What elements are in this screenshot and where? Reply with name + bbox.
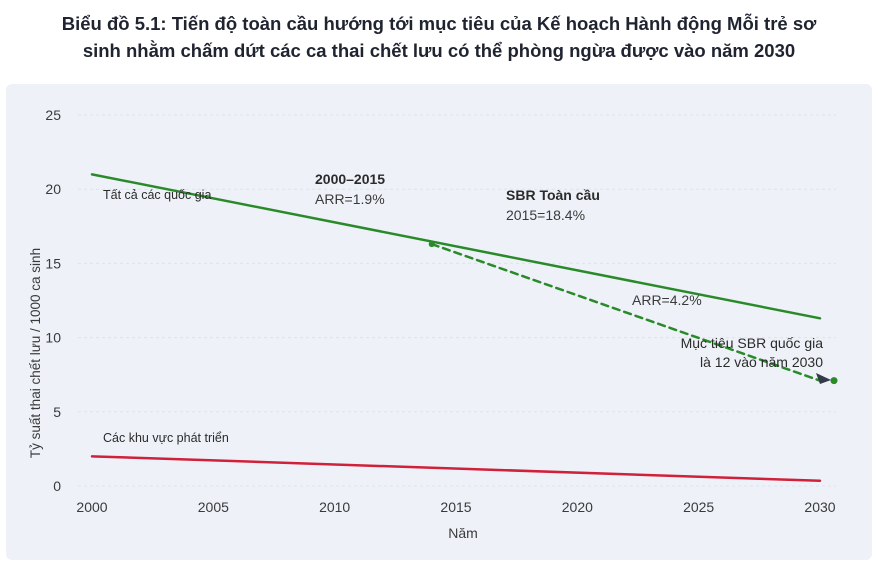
plot-background <box>6 84 872 560</box>
x-tick-label-2015: 2015 <box>440 499 471 515</box>
y-tick-label-15: 15 <box>45 255 61 271</box>
y-tick-label-5: 5 <box>53 404 61 420</box>
series-line-2 <box>430 242 822 382</box>
x-axis-ticks: 2000 2005 2010 2015 2020 2025 2030 <box>76 499 835 515</box>
annotation-target-line-1: Mục tiêu SBR quốc gia <box>681 335 824 351</box>
y-tick-label-0: 0 <box>53 478 61 494</box>
series-lines <box>90 173 838 483</box>
annotation-target-line-2: là 12 vào năm 2030 <box>700 354 823 370</box>
target-point-2030 <box>830 377 838 385</box>
x-tick-label-2010: 2010 <box>319 499 350 515</box>
y-axis-ticks: 0 5 10 15 20 25 <box>45 107 61 494</box>
chart-title-line-2: sinh nhằm chấm dứt các ca thai chết lưu … <box>82 40 796 61</box>
chart-title-line-1: Biểu đồ 5.1: Tiến độ toàn cầu hướng tới … <box>61 13 817 34</box>
chart-title: Biểu đồ 5.1: Tiến độ toàn cầu hướng tới … <box>0 10 878 64</box>
x-axis-label: Năm <box>448 525 478 541</box>
annotation-arrowhead <box>816 373 831 384</box>
annotation-sbr-title: SBR Toàn cầu <box>506 187 600 203</box>
x-tick-label-2025: 2025 <box>683 499 714 515</box>
series-label-developed-regions: Các khu vực phát triển <box>103 431 229 445</box>
x-tick-label-2030: 2030 <box>804 499 835 515</box>
series-line-1 <box>90 455 822 483</box>
annotation-period-arr: ARR=1.9% <box>315 191 385 207</box>
y-tick-label-10: 10 <box>45 330 61 346</box>
y-tick-label-25: 25 <box>45 107 61 123</box>
x-tick-label-2020: 2020 <box>562 499 593 515</box>
x-tick-label-2005: 2005 <box>198 499 229 515</box>
y-tick-label-20: 20 <box>45 181 61 197</box>
grid-lines <box>78 114 836 487</box>
series-label-all-countries: Tất cả các quốc gia <box>103 188 211 202</box>
annotation-period-title: 2000–2015 <box>315 171 385 187</box>
series-line-0 <box>90 173 822 320</box>
y-axis-label: Tỷ suất thai chết lưu / 1000 ca sinh <box>28 248 43 458</box>
dashed-start-point <box>428 241 435 248</box>
annotation-target-arr: ARR=4.2% <box>632 292 702 308</box>
annotation-sbr-value: 2015=18.4% <box>506 207 585 223</box>
x-tick-label-2000: 2000 <box>76 499 107 515</box>
